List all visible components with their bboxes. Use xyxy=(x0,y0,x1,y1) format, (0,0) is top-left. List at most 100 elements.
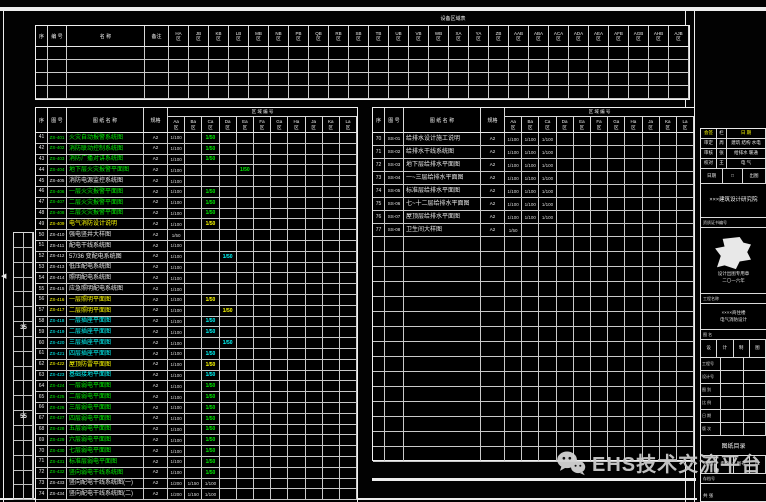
area-cell xyxy=(237,154,254,165)
area-cell xyxy=(340,413,358,424)
area-cell xyxy=(608,224,626,236)
area-cell xyxy=(574,133,591,145)
area-cell xyxy=(489,47,509,59)
sign-col: 栏 xyxy=(717,129,727,138)
area-cell xyxy=(522,252,540,266)
margin-cell xyxy=(14,322,24,336)
drawing-name: 标准层弱电平面图 xyxy=(67,456,144,467)
grid-col-sub: 区 xyxy=(456,36,461,41)
highlight-value: 1/50 xyxy=(205,404,216,411)
area-cell xyxy=(202,262,220,273)
area-cell xyxy=(609,73,629,85)
col-header-code: 图 号 xyxy=(48,108,67,132)
grid-col-code: Aa xyxy=(510,119,516,125)
area-cell: 1/100 xyxy=(505,172,523,184)
wechat-icon xyxy=(557,451,586,475)
area-cell xyxy=(625,432,643,446)
drawing-code: ZS-427 xyxy=(48,413,67,424)
row-number xyxy=(373,387,385,401)
area-cell xyxy=(185,284,203,294)
drawing-code: SS-08 xyxy=(385,224,404,236)
area-cell xyxy=(185,186,203,197)
grid-col-code: ACA xyxy=(553,30,564,36)
grid-col-header: PB 区 xyxy=(289,26,309,46)
area-value: 1/100 xyxy=(204,480,217,486)
drawing-row: 74 ZS-434 竖向配电干线系统图(二) A2 1/200 1/150 1/100 xyxy=(36,489,358,501)
grid-col-header: Ca 区 xyxy=(539,117,557,132)
area-cell xyxy=(389,60,409,72)
area-cell xyxy=(591,402,609,416)
drawing-size: A2 xyxy=(144,446,168,456)
area-value: 1/100 xyxy=(541,214,554,220)
area-cell xyxy=(237,413,254,424)
meta-cell xyxy=(744,371,766,383)
area-cell xyxy=(220,197,237,208)
drawing-name: 七层弱电平面图 xyxy=(67,446,144,456)
area-cell xyxy=(220,219,237,230)
area-cell xyxy=(323,392,340,402)
area-value: 1/100 xyxy=(524,162,536,168)
area-cell xyxy=(306,208,323,219)
area-cell xyxy=(323,143,340,154)
area-cell xyxy=(643,342,660,356)
area-cell xyxy=(288,176,306,186)
meta-label: 设计号 xyxy=(701,371,721,383)
grid-col-sub: 区 xyxy=(562,124,567,130)
row-number: 48 xyxy=(36,208,48,219)
area-cell xyxy=(185,348,203,359)
area-cell xyxy=(643,198,660,210)
grid-col-header: Ja 区 xyxy=(643,117,660,132)
area-cell xyxy=(288,478,306,489)
area-cell xyxy=(323,424,340,435)
area-cell xyxy=(306,143,323,154)
meta-row: 版 次 xyxy=(701,423,766,436)
area-cell xyxy=(539,432,557,446)
area-cell xyxy=(660,432,677,446)
row-number: 60 xyxy=(36,338,48,348)
approver-row: 校对 王 电 气 xyxy=(701,159,766,169)
drawing-row: 63 ZS-423 基础接地平面图 A2 1/100 1/50 xyxy=(36,370,358,382)
area-cell: 1/100 xyxy=(522,198,540,210)
area-cell xyxy=(677,297,695,311)
area-value: 1/100 xyxy=(170,167,182,173)
grid-col-sub: 区 xyxy=(536,36,541,41)
area-cell: 1/100 xyxy=(168,316,186,327)
area-cell xyxy=(660,312,677,326)
area-value: 1/100 xyxy=(541,136,554,142)
area-cell xyxy=(677,267,695,281)
col-header-size: 备注 xyxy=(145,26,169,46)
margin-row xyxy=(14,233,33,248)
area-cell xyxy=(625,159,643,171)
row-number xyxy=(36,86,48,98)
drawing-row: 73 ZS-433 竖向配电干线系统图(一) A2 1/200 1/150 1/100 xyxy=(36,478,358,490)
drawing-name xyxy=(404,252,481,266)
area-cell xyxy=(608,357,626,371)
area-cell xyxy=(569,60,589,72)
area-cell xyxy=(608,159,626,171)
area-cell xyxy=(660,211,677,223)
area-cell xyxy=(271,133,289,143)
area-cell xyxy=(329,47,349,59)
grid-col-header: MB 区 xyxy=(249,26,269,46)
grid-col-header: Fa 区 xyxy=(591,117,609,132)
meta-label: 比 例 xyxy=(701,397,721,409)
drawing-size: A2 xyxy=(144,154,168,165)
area-cell xyxy=(677,432,695,446)
meta-row: 比 例 xyxy=(701,397,766,410)
grid-col-sub: 区 xyxy=(416,36,421,41)
drawing-code xyxy=(385,237,404,251)
area-cell xyxy=(306,186,323,197)
drawing-code: ZS-405 xyxy=(48,176,67,186)
grid-col-sub: 区 xyxy=(576,36,581,41)
drawing-name: 57/36 变配电系统图 xyxy=(67,251,144,262)
area-cell xyxy=(574,342,591,356)
area-cell xyxy=(608,402,626,416)
drawing-row: 65 ZS-425 二层弱电平面图 A2 1/100 1/50 xyxy=(36,392,358,403)
highlight-value: 1/50 xyxy=(205,469,216,476)
project-name-cell: ××××商住楼 电气消防设计 xyxy=(701,304,766,330)
drawing-size xyxy=(481,252,505,266)
drawing-code xyxy=(385,252,404,266)
area-value: 1/100 xyxy=(524,175,536,181)
area-cell xyxy=(591,146,609,158)
drawing-code xyxy=(385,267,404,281)
